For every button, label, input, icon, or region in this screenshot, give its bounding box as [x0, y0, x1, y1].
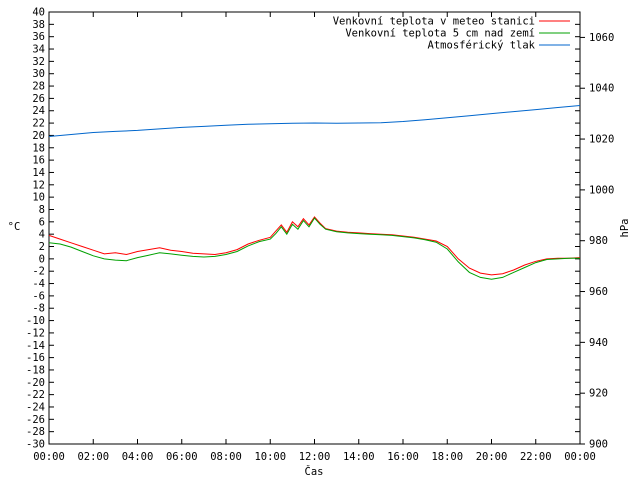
- y-tick-label: -18: [26, 364, 45, 376]
- y2-tick-label: 1000: [589, 184, 614, 196]
- x-tick-label: 00:00: [33, 451, 65, 463]
- y-tick-label: -12: [26, 327, 45, 339]
- y-axis-label: °C: [8, 221, 21, 233]
- series-line-1: [48, 216, 581, 276]
- y-tick-label: 20: [32, 130, 45, 142]
- axis-ticks: -30-28-26-24-22-20-18-16-14-12-10-8-6-4-…: [26, 7, 614, 464]
- y-tick-label: 0: [39, 253, 45, 265]
- y-tick-label: 32: [32, 56, 45, 68]
- y-tick-label: 36: [32, 31, 45, 43]
- y-tick-label: 2: [39, 241, 45, 253]
- x-axis-label: Čas: [305, 465, 324, 478]
- x-tick-label: 22:00: [520, 451, 552, 463]
- legend-label: Venkovní teplota v meteo stanici: [333, 16, 535, 28]
- y-tick-label: 18: [32, 142, 45, 154]
- y-tick-label: 38: [32, 19, 45, 31]
- y-tick-label: 16: [32, 155, 45, 167]
- y-tick-label: -14: [26, 340, 45, 352]
- y-tick-label: 6: [39, 216, 45, 228]
- x-tick-label: 04:00: [122, 451, 154, 463]
- x-tick-label: 14:00: [343, 451, 375, 463]
- y-tick-label: 8: [39, 204, 45, 216]
- y-tick-label: -8: [32, 303, 45, 315]
- y-tick-label: 4: [39, 229, 45, 241]
- y-tick-label: -30: [26, 439, 45, 451]
- x-tick-label: 20:00: [476, 451, 508, 463]
- plot-frame: [48, 11, 581, 445]
- y2-tick-label: 920: [589, 388, 608, 400]
- series-line-3: [48, 105, 581, 137]
- y-tick-label: 30: [32, 68, 45, 80]
- y-tick-label: 28: [32, 81, 45, 93]
- x-tick-label: 00:00: [564, 451, 596, 463]
- y-tick-label: 22: [32, 118, 45, 130]
- y-tick-label: 26: [32, 93, 45, 105]
- y2-axis-label: hPa: [619, 219, 631, 238]
- y-tick-label: -2: [32, 266, 45, 278]
- y2-tick-label: 1040: [589, 83, 614, 95]
- y-tick-label: 10: [32, 192, 45, 204]
- legend: Venkovní teplota v meteo staniciVenkovní…: [333, 16, 570, 52]
- x-tick-label: 18:00: [431, 451, 463, 463]
- y-tick-label: 34: [32, 44, 45, 56]
- y-tick-label: -4: [32, 278, 45, 290]
- y-tick-label: -6: [32, 290, 45, 302]
- legend-label: Atmosférický tlak: [428, 40, 536, 52]
- x-tick-label: 08:00: [210, 451, 242, 463]
- x-tick-label: 16:00: [387, 451, 419, 463]
- x-tick-label: 12:00: [299, 451, 331, 463]
- y-tick-label: 12: [32, 179, 45, 191]
- y-tick-label: -26: [26, 414, 45, 426]
- y-tick-label: 24: [32, 105, 45, 117]
- y-tick-label: -24: [26, 401, 45, 413]
- y-tick-label: -10: [26, 315, 45, 327]
- y2-tick-label: 900: [589, 439, 608, 451]
- y2-tick-label: 980: [589, 235, 608, 247]
- y-tick-label: 14: [32, 167, 45, 179]
- y-tick-label: 40: [32, 7, 45, 19]
- x-tick-label: 06:00: [166, 451, 198, 463]
- y2-tick-label: 1020: [589, 134, 614, 146]
- y2-tick-label: 960: [589, 286, 608, 298]
- x-tick-label: 02:00: [77, 451, 109, 463]
- y-tick-label: -20: [26, 377, 45, 389]
- y2-tick-label: 1060: [589, 32, 614, 44]
- series-line-2: [48, 217, 580, 280]
- y-tick-label: -16: [26, 352, 45, 364]
- legend-label: Venkovní teplota 5 cm nad zemí: [345, 28, 535, 40]
- y2-tick-label: 940: [589, 337, 608, 349]
- y-tick-label: -22: [26, 389, 45, 401]
- y-tick-label: -28: [26, 426, 45, 438]
- series-lines: [48, 105, 581, 280]
- x-tick-label: 10:00: [254, 451, 286, 463]
